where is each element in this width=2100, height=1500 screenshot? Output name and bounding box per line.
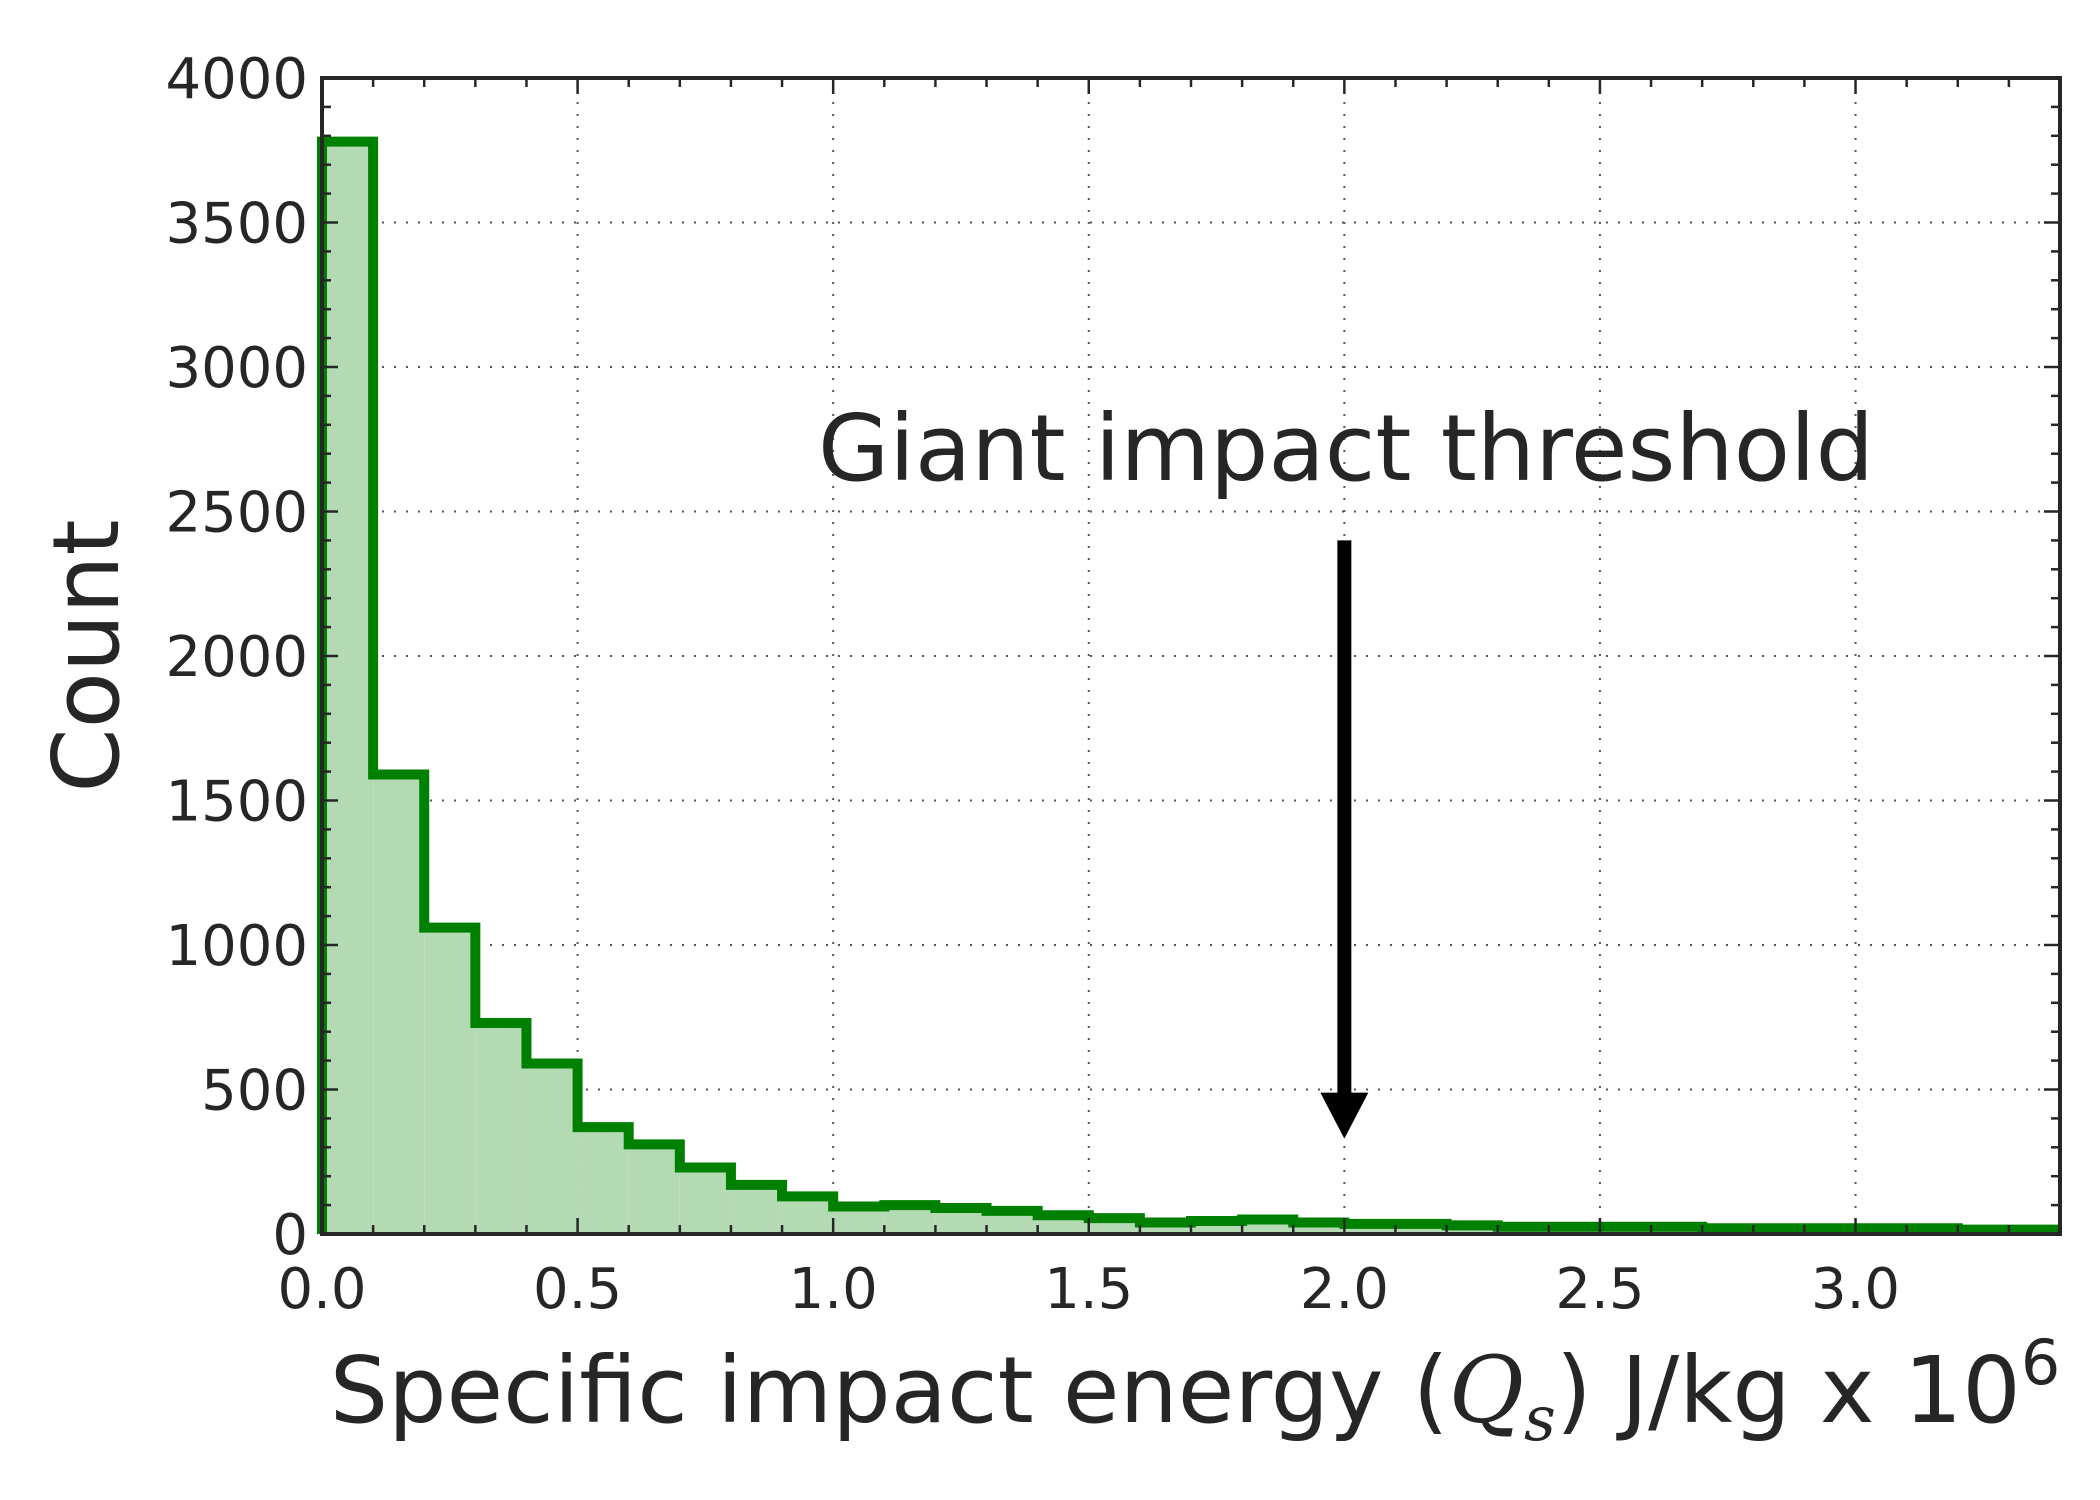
y-axis-title: Count xyxy=(33,519,140,792)
x-axis-title: Specific impact energy (Qs) J/kg x 106 xyxy=(330,1326,2061,1455)
histogram-bin xyxy=(1139,1222,1191,1234)
histogram-bin xyxy=(1344,1223,1396,1234)
histogram-bin xyxy=(577,1127,629,1234)
tick-labels: 0.0 0.5 1.0 1.5 2.0 2.5 3.0 0 500 1000 1500 2000 250… xyxy=(165,47,1900,1322)
y-tick-label: 3500 xyxy=(165,192,308,257)
y-tick-label: 500 xyxy=(201,1059,308,1124)
plot-frame xyxy=(320,76,2062,1236)
y-tick-label: 2500 xyxy=(165,481,308,546)
annotation-arrow xyxy=(1320,540,1369,1139)
histogram-bin xyxy=(730,1184,783,1234)
histogram-bin xyxy=(1293,1222,1345,1234)
y-tick-label: 1500 xyxy=(165,770,308,835)
x-tick-label: 2.0 xyxy=(1300,1257,1389,1322)
annotation-text: Giant impact threshold xyxy=(818,395,1874,502)
x-tick-label: 1.0 xyxy=(789,1257,878,1322)
histogram-bin xyxy=(782,1196,834,1234)
x-axis-title-exponent: 6 xyxy=(2021,1326,2060,1399)
histogram-bin xyxy=(679,1167,731,1234)
y-tick-label: 3000 xyxy=(165,336,308,401)
x-tick-label: 1.5 xyxy=(1044,1257,1133,1322)
x-axis-title-symbol: Q xyxy=(1449,1337,1524,1444)
y-tick-label: 0 xyxy=(272,1203,308,1268)
histogram-step-line xyxy=(317,136,2060,1235)
histogram-bin xyxy=(424,927,476,1234)
histogram-bin xyxy=(628,1144,680,1234)
histogram-series xyxy=(317,136,2060,1235)
histogram-bin xyxy=(1395,1223,1447,1234)
y-tick-label: 1000 xyxy=(165,914,308,979)
x-tick-label: 0.0 xyxy=(277,1257,366,1322)
x-axis-title-subscript: s xyxy=(1524,1382,1556,1455)
histogram-bin xyxy=(322,141,374,1235)
histogram-bin xyxy=(475,1023,527,1234)
annotation-arrow-head xyxy=(1320,1092,1369,1139)
x-axis-title-prefix: Specific impact energy ( xyxy=(330,1337,1449,1444)
histogram-bin xyxy=(986,1210,1038,1234)
histogram-bin xyxy=(373,774,425,1234)
histogram-bin xyxy=(526,1063,578,1234)
y-tick-label: 4000 xyxy=(165,47,308,112)
x-tick-label: 3.0 xyxy=(1811,1257,1900,1322)
x-tick-label: 2.5 xyxy=(1555,1257,1644,1322)
x-axis-title-suffix: ) J/kg x 10 xyxy=(1556,1337,2021,1444)
y-tick-label: 2000 xyxy=(165,625,308,690)
x-tick-label: 0.5 xyxy=(533,1257,622,1322)
